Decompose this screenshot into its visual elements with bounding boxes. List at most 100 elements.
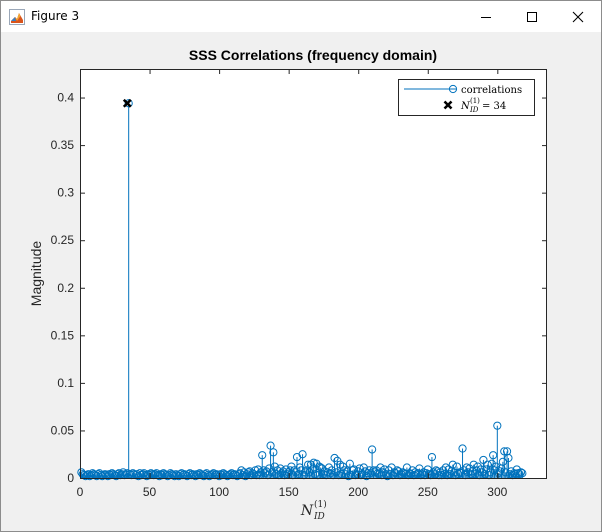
stem-marker xyxy=(483,460,492,469)
stem-marker xyxy=(458,444,467,453)
stem-marker xyxy=(298,450,307,459)
stem-marker xyxy=(472,466,481,475)
stem-marker xyxy=(500,447,509,456)
x-axis-label-base: N xyxy=(300,503,314,519)
y-tick-label: 0.05 xyxy=(51,423,75,437)
stem-chart[interactable]: SSS Correlations (frequency domain) 0 50 1… xyxy=(1,32,601,531)
figure-canvas: SSS Correlations (frequency domain) 0 50 1… xyxy=(1,32,601,531)
stem-marker xyxy=(438,466,448,475)
stem-marker xyxy=(253,465,263,474)
stem-marker xyxy=(266,441,275,450)
y-tick-label: 0.15 xyxy=(51,328,75,342)
legend-cross-marker xyxy=(443,100,453,110)
y-tick-label: 0.4 xyxy=(57,91,74,105)
maximize-icon xyxy=(527,11,537,22)
stem-marker xyxy=(493,421,502,430)
legend-nid-label-value: = 34 xyxy=(482,101,506,112)
window-title: Figure 3 xyxy=(31,9,80,23)
matlab-figure-icon xyxy=(9,9,25,25)
stem-marker xyxy=(305,468,314,477)
y-tick-label: 0.3 xyxy=(57,186,74,200)
y-axis: 0 0.05 0.1 0.15 0.2 0.25 0.3 0.35 0.4 xyxy=(51,91,547,485)
stem-marker xyxy=(384,466,393,475)
close-icon xyxy=(572,11,584,22)
stem-marker xyxy=(269,448,278,457)
stem-marker xyxy=(276,464,285,473)
stem-marker xyxy=(345,459,354,468)
stem-marker xyxy=(327,466,336,475)
minimize-button[interactable] xyxy=(463,1,509,32)
peak-marker-group xyxy=(122,98,132,108)
maximize-button[interactable] xyxy=(509,1,555,32)
x-tick-label: 0 xyxy=(77,485,84,499)
stem-marker xyxy=(324,463,334,472)
stem-marker xyxy=(501,468,510,477)
y-tick-label: 0.1 xyxy=(57,376,74,390)
x-axis-label: N (1) ID xyxy=(300,499,327,522)
stem-marker xyxy=(394,467,403,476)
title-bar[interactable]: Figure 3 xyxy=(1,1,601,32)
stem-marker xyxy=(518,469,527,478)
stem-marker xyxy=(459,466,469,475)
stem-marker xyxy=(124,99,133,108)
stem-marker xyxy=(512,465,521,474)
x-tick-label: 300 xyxy=(487,485,507,499)
close-button[interactable] xyxy=(555,1,601,32)
stem-marker xyxy=(349,465,359,474)
stem-marker xyxy=(498,457,507,466)
chart-title: SSS Correlations (frequency domain) xyxy=(189,47,437,63)
stem-marker xyxy=(304,460,313,469)
stem-marker xyxy=(330,453,339,463)
stem-marker xyxy=(233,471,242,481)
legend-box xyxy=(398,79,535,116)
stem-marker xyxy=(297,466,306,475)
x-tick-label: 200 xyxy=(348,485,368,499)
legend-correlations-sample xyxy=(404,84,458,94)
stem-marker xyxy=(331,468,341,477)
x-tick-label: 50 xyxy=(143,485,157,499)
y-tick-label: 0.35 xyxy=(51,138,75,152)
legend-nid-label-sup: (1) xyxy=(470,97,480,105)
x-tick-label: 250 xyxy=(418,485,438,499)
stem-marker xyxy=(376,463,385,472)
stem-marker xyxy=(112,471,121,481)
y-tick-label: 0.2 xyxy=(57,281,74,295)
stem-marker xyxy=(425,470,434,479)
legend[interactable]: correlations N (1) ID = 34 xyxy=(398,79,535,116)
x-axis: 0 50 100 150 200 250 300 xyxy=(77,70,508,499)
stem-marker xyxy=(489,451,498,460)
x-axis-label-sub: ID xyxy=(313,512,325,522)
legend-circle-marker xyxy=(448,84,458,94)
legend-nid-label-base: N xyxy=(460,101,471,112)
stem-marker xyxy=(473,462,482,471)
stem-marker xyxy=(368,445,377,454)
peak-cross-marker xyxy=(122,98,132,108)
stem-marker xyxy=(479,455,488,465)
minimize-icon xyxy=(481,16,491,18)
x-tick-label: 100 xyxy=(209,485,229,499)
stem-marker xyxy=(486,468,495,477)
y-tick-label: 0 xyxy=(67,471,74,485)
legend-correlations-label: correlations xyxy=(461,85,522,96)
x-tick-label: 150 xyxy=(279,485,299,499)
stem-marker xyxy=(491,462,501,471)
stem-marker xyxy=(258,451,267,460)
stem-marker xyxy=(480,470,489,479)
axes-background xyxy=(80,69,546,478)
stem-marker xyxy=(516,468,526,477)
stem-marker xyxy=(427,452,437,462)
y-axis-label: Magnitude xyxy=(28,241,44,307)
x-axis-label-sup: (1) xyxy=(314,499,327,510)
stem-marker xyxy=(262,467,271,476)
axes-box xyxy=(80,69,547,479)
y-tick-label: 0.25 xyxy=(51,233,75,247)
stem-marker xyxy=(487,459,496,468)
stem-marker xyxy=(301,468,310,477)
legend-cross-sample xyxy=(443,100,453,110)
stem-marker xyxy=(448,460,457,469)
stem-marker xyxy=(369,466,378,475)
stem-marker xyxy=(338,462,348,471)
stem-marker xyxy=(285,466,295,475)
stem-marker xyxy=(504,453,513,463)
